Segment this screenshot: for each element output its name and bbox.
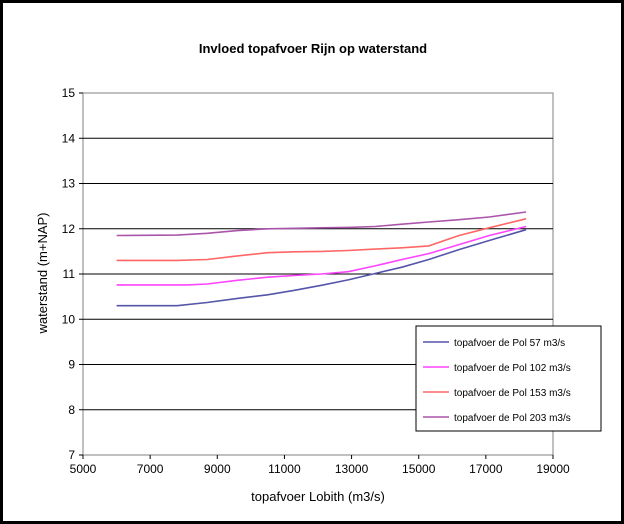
y-tick-label: 11 [63, 267, 76, 281]
x-tick-label: 15000 [402, 462, 436, 476]
series-line-4 [116, 211, 527, 237]
x-tick-label: 17000 [469, 462, 503, 476]
series-line-1 [116, 228, 527, 307]
series-line-2 [116, 225, 527, 286]
x-tick-label: 19000 [536, 462, 570, 476]
series-line-3 [116, 218, 527, 262]
y-tick-label: 7 [68, 448, 75, 462]
y-axis-title: waterstand (m+NAP) [35, 212, 50, 334]
y-tick-label: 15 [62, 86, 76, 100]
series-lines [116, 211, 527, 307]
y-tick-label: 9 [68, 358, 75, 372]
y-tick-label: 8 [68, 403, 75, 417]
y-tick-label: 14 [62, 131, 76, 145]
x-tick-label: 13000 [335, 462, 369, 476]
legend-label: topafvoer de Pol 203 m3/s [454, 413, 571, 424]
line-chart: 5000 7000 9000 11000 13000 15000 17000 19000 7 8… [35, 41, 602, 504]
x-tick-label: 9000 [204, 462, 231, 476]
x-tick-label: 11000 [268, 462, 301, 476]
x-tick-label: 5000 [70, 462, 97, 476]
legend-box [415, 325, 602, 432]
y-tick-label: 13 [62, 177, 76, 191]
y-tick-label: 12 [62, 222, 76, 236]
legend-label: topafvoer de Pol 153 m3/s [454, 388, 571, 399]
legend-label: topafvoer de Pol 102 m3/s [454, 363, 571, 374]
x-tick-label: 7000 [137, 462, 164, 476]
legend: topafvoer de Pol 57 m3/s topafvoer de Pol… [415, 325, 602, 432]
legend-items: topafvoer de Pol 57 m3/s topafvoer de Pol… [423, 338, 571, 424]
y-tick-label: 10 [62, 312, 76, 326]
x-axis-ticks: 5000 7000 9000 11000 13000 15000 17000 19000 [70, 455, 570, 476]
legend-label: topafvoer de Pol 57 m3/s [454, 338, 565, 349]
chart-title: Invloed topafvoer Rijn op waterstand [199, 41, 427, 56]
x-axis-title: topafvoer Lobith (m3/s) [251, 489, 385, 504]
y-axis-ticks: 7 8 9 10 11 12 13 14 15 [62, 86, 83, 462]
